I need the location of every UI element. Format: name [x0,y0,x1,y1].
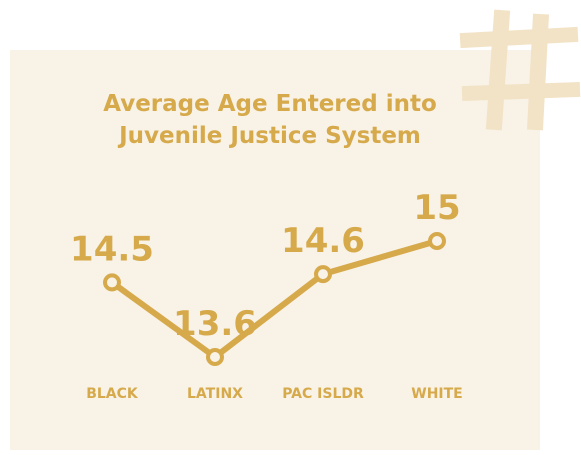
x-tick-label: LATINX [187,386,243,402]
value-label: 14.6 [281,221,365,261]
marker [316,267,330,281]
x-tick-label: WHITE [411,386,462,402]
x-tick-label: BLACK [86,386,139,402]
marker [208,350,222,364]
chart-title: Average Age Entered into Juvenile Justic… [90,88,450,152]
marker [105,275,119,289]
chart: 14.5 BLACK 13.6 LATINX 14.6 PAC ISLDR 15 WHITE [0,0,581,455]
value-label: 14.5 [70,229,154,269]
x-tick-label: PAC ISLDR [282,386,364,402]
value-label: 15 [413,188,460,228]
page: {"chart_data": {"type": "line", "title":… [0,0,581,455]
value-label: 13.6 [173,304,257,344]
marker [430,234,444,248]
